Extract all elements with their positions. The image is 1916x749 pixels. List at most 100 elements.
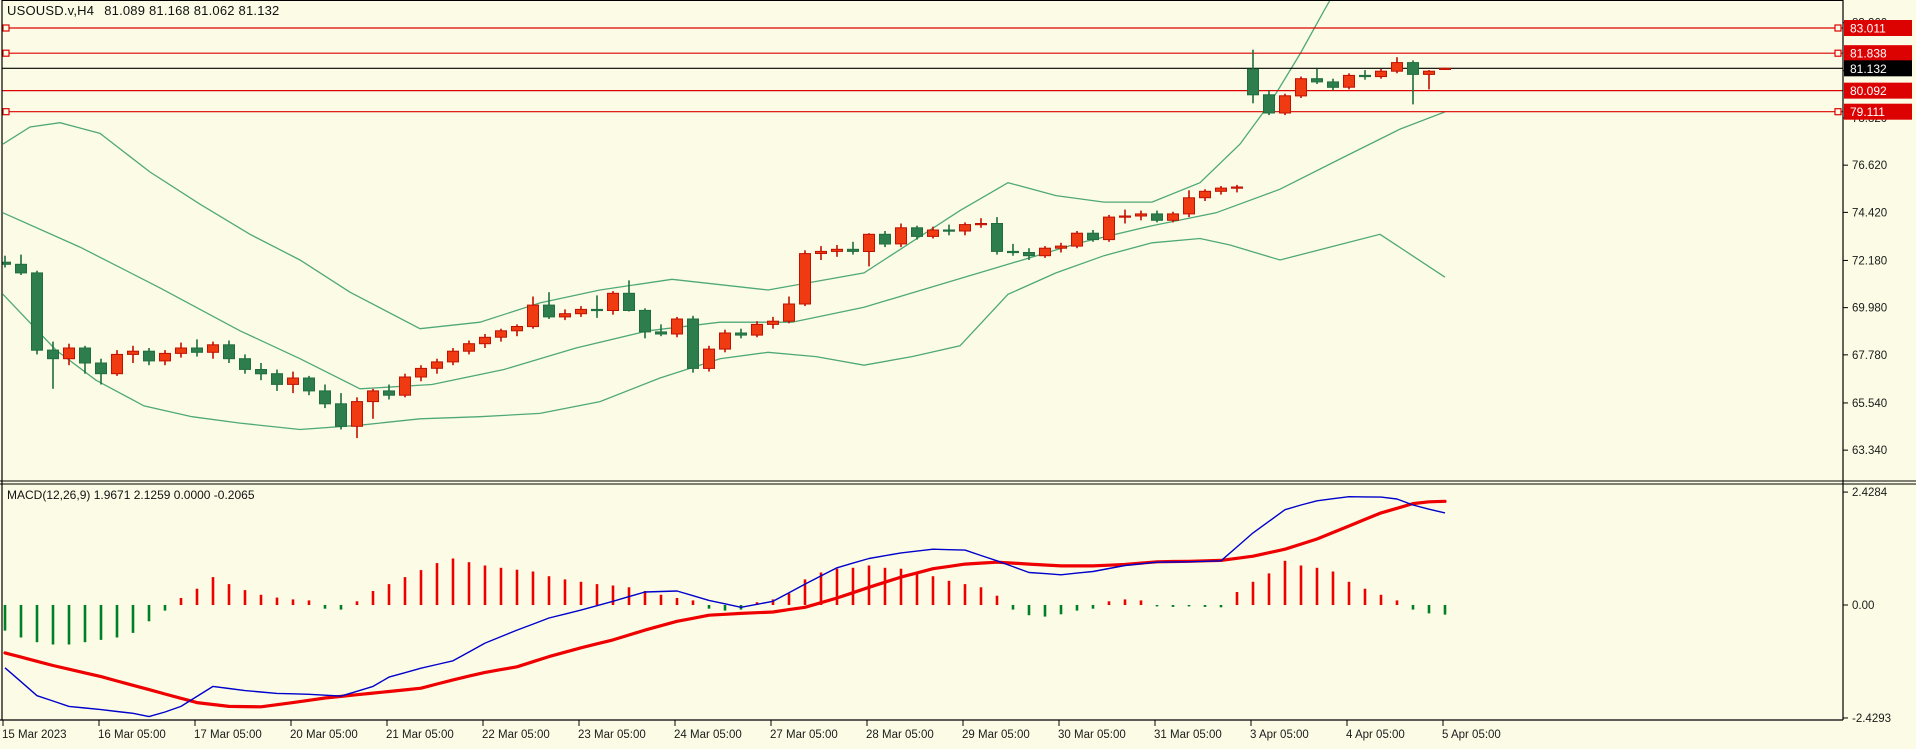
bear-candle-body [1327,81,1339,88]
horizontal-price-lines[interactable] [2,24,1843,116]
macd-indicator-label: MACD(12,26,9) 1.9671 2.1259 0.0000 -0.20… [7,488,255,502]
time-tick-label: 24 Mar 05:00 [674,729,742,741]
price-level-badge [1844,45,1912,62]
time-tick-label: 27 Mar 05:00 [770,729,838,741]
hline-drag-handle[interactable] [1834,49,1842,57]
bear-candle-body [911,227,923,237]
bollinger-middle-band-line [2,111,1446,390]
bull-candle-body [751,323,763,336]
pane-divider[interactable] [0,480,1916,485]
bull-candle-body [351,401,363,427]
price-tick-label: 65.540 [1852,398,1887,410]
bull-candle-body [1071,232,1083,247]
time-axis[interactable]: 15 Mar 2023 16 Mar 05:00 17 Mar 05:00 20 Ma… [2,720,1501,741]
bear-candle-body [543,304,555,318]
time-tick-label: 17 Mar 05:00 [194,729,262,741]
bear-candle-body [2,261,11,265]
bull-candle-body [415,367,427,378]
bear-candle-body [591,308,603,312]
bull-candle-body [559,313,571,318]
bull-candle-body [671,318,683,335]
current-price-badge [1844,60,1912,77]
bear-candle-body [271,373,283,385]
bear-candle-body [1023,252,1035,257]
bear-candle-body [735,332,747,336]
bear-candle-body [1247,68,1259,96]
bull-candle-body [895,227,907,245]
bull-candle-body [1183,197,1195,215]
bull-candle-body [1343,74,1355,88]
bear-candle-body [191,347,203,353]
price-level-badge [1844,82,1912,99]
bull-candle-body [783,303,795,322]
bull-candle-body [1391,62,1403,72]
bear-candle-body [79,347,91,364]
bear-candle-body [639,309,651,333]
bull-candle-body [831,248,843,252]
bull-candle-body [927,229,939,237]
time-tick-label: 4 Apr 05:00 [1346,729,1405,741]
bear-candle-body [847,248,859,252]
bull-candle-body [431,361,443,369]
hline-drag-handle[interactable] [2,108,10,116]
bull-candle-body [1055,245,1067,249]
bear-candle-body [223,344,235,360]
macd-axis-label: 2.4284 [1852,487,1888,499]
price-tick-label: 74.420 [1852,207,1887,219]
hline-drag-handle[interactable] [2,24,10,32]
macd-axis-label: -2.4293 [1852,713,1891,725]
bear-candle-body [1359,74,1371,78]
bull-candle-body [159,352,171,362]
bear-candle-body [47,349,59,360]
bull-candle-body [863,233,875,253]
hline-drag-handle[interactable] [1834,108,1842,116]
macd-histogram [3,558,1447,645]
bull-candle-body [1215,187,1227,192]
hline-drag-handle[interactable] [2,49,10,57]
time-tick-label: 16 Mar 05:00 [98,729,166,741]
bull-candle-body [495,330,507,338]
bull-candle-body [1167,213,1179,221]
bull-candle-body [1279,95,1291,114]
bear-candle-body [991,223,1003,252]
bear-candle-body [303,377,315,392]
bull-candle-body [527,304,539,328]
price-tick-label: 72.180 [1852,255,1887,267]
time-tick-label: 29 Mar 05:00 [962,729,1030,741]
price-tick-label: 63.340 [1852,445,1887,457]
macd-axis[interactable]: 2.4284 0.00 -2.4293 [1843,487,1891,725]
bear-candle-body [1087,232,1099,241]
time-tick-label: 30 Mar 05:00 [1058,729,1126,741]
price-level-badge [1844,103,1912,120]
hline-drag-handle[interactable] [1834,24,1842,32]
bull-candle-body [767,320,779,325]
time-tick-label: 21 Mar 05:00 [386,729,454,741]
chart-symbol-ohlc-readout: USOUSD.v,H4 81.089 81.168 81.062 81.132 [7,3,280,18]
bear-candle-body [1407,62,1419,75]
time-tick-label: 15 Mar 2023 [2,729,67,741]
bull-candle-body [111,353,123,375]
bull-candle-body [799,253,811,305]
price-badge-label: 81.132 [1850,62,1887,76]
bull-candle-body [1439,67,1451,71]
bull-candle-body [1103,216,1115,241]
symbol-timeframe-label: USOUSD.v,H4 [7,3,95,18]
macd-main-line [4,496,1446,718]
price-tick-label: 67.780 [1852,350,1887,362]
bear-candle-body [239,358,251,370]
bear-candle-body [687,318,699,369]
bull-candle-body [511,326,523,332]
bear-candle-body [31,272,43,351]
bollinger-lower-band-line [2,233,1446,431]
bull-candle-body [959,224,971,232]
price-tick-label: 76.620 [1852,160,1887,172]
bull-candle-body [287,377,299,385]
bull-candle-body [719,332,731,350]
price-level-badge [1844,20,1912,36]
price-badge-label: 79.111 [1850,105,1885,119]
ohlc-values-label: 81.089 81.168 81.062 81.132 [104,3,280,18]
bull-candle-body [1135,213,1147,217]
time-tick-label: 22 Mar 05:00 [482,729,550,741]
time-tick-label: 31 Mar 05:00 [1154,729,1222,741]
